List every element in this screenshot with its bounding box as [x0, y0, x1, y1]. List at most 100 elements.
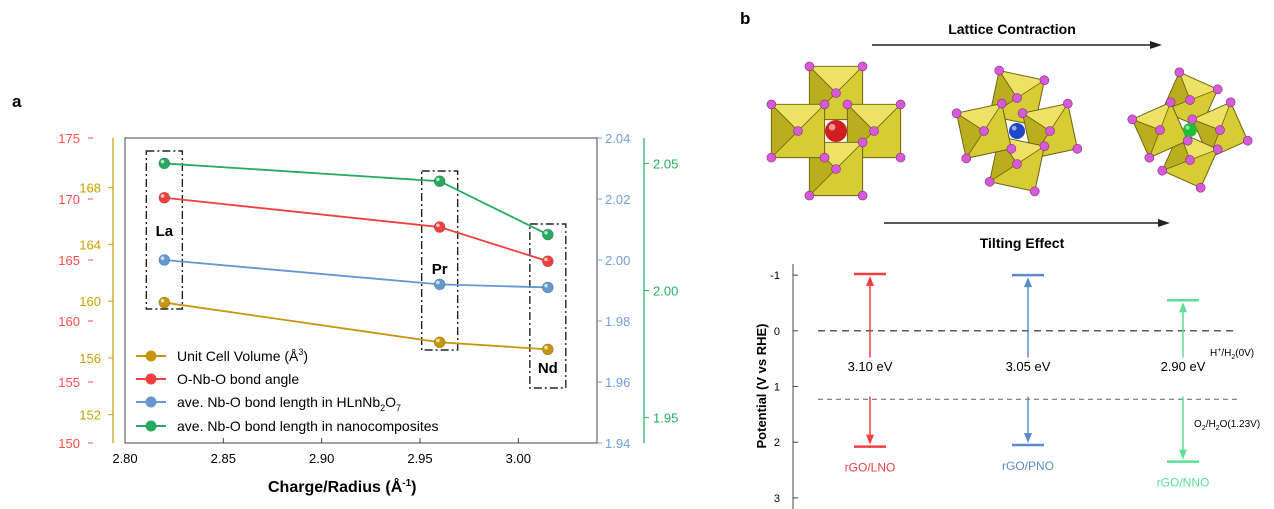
center-atom — [1183, 123, 1197, 137]
x-tick-label: 2.80 — [112, 451, 137, 466]
x-axis-label: Charge/Radius (Å-1) — [268, 477, 416, 496]
series-point-2 — [433, 278, 446, 291]
lattice-contraction-label: Lattice Contraction — [948, 21, 1076, 37]
legend-marker-angle — [145, 373, 157, 385]
x-tick-label: 3.00 — [506, 451, 531, 466]
oxygen-atom — [1212, 144, 1223, 155]
oxygen-atom — [951, 108, 962, 119]
legend-marker-bond-nano — [145, 420, 157, 432]
oxygen-atom — [1225, 97, 1236, 108]
panel-a-label: a — [12, 92, 22, 111]
x-tick-label: 2.85 — [211, 451, 236, 466]
gap-arrow-head — [1024, 277, 1032, 288]
oxygen-atom — [869, 126, 879, 136]
yellow-y-tick-label: 164 — [79, 237, 101, 252]
oxygen-atom — [1012, 159, 1022, 169]
blue-y-tick-label: 1.94 — [605, 436, 630, 451]
red-y-tick-label: 150 — [58, 436, 80, 451]
ref-label-hydrogen: H+/H2(0V) — [1210, 347, 1254, 361]
oxygen-atom — [1072, 143, 1083, 154]
red-y-tick-label: 165 — [58, 253, 80, 268]
oxygen-atom — [961, 153, 972, 164]
point-label: Pr — [432, 261, 448, 278]
series-point-3 — [542, 228, 554, 241]
octahedra-cluster — [1127, 67, 1253, 193]
highlight-box — [420, 170, 459, 351]
center-atom — [1009, 123, 1025, 139]
yellow-y-tick-label: 156 — [79, 351, 101, 366]
oxygen-atom — [1155, 125, 1165, 135]
legend-entry-angle: O-Nb-O bond angle — [177, 371, 299, 387]
series-point-1 — [158, 191, 171, 204]
point-label: Nd — [538, 360, 558, 377]
oxygen-atom — [1215, 125, 1225, 135]
oxygen-atom — [766, 99, 777, 110]
legend-marker-volume — [145, 350, 157, 362]
yellow-y-tick-label: 168 — [79, 181, 101, 196]
blue-y-tick-label: 1.98 — [605, 314, 630, 329]
band-diagram: -1 0 1 2 3 3.10 eV rGO/LNO 3.05 eV rGO/PNO 2.90 e… — [770, 270, 1238, 505]
oxygen-atom — [819, 99, 830, 110]
oxygen-atom — [1127, 114, 1138, 125]
oxygen-atom — [1174, 67, 1185, 78]
oxygen-atom — [1212, 84, 1223, 95]
octahedron-facet — [771, 103, 799, 159]
point-highlight — [544, 283, 548, 288]
series-point-2 — [158, 254, 171, 266]
oxygen-atom — [1045, 126, 1055, 136]
oxygen-atom — [842, 99, 853, 110]
band-gap-label: 3.05 eV — [1006, 359, 1051, 374]
potential-tick-label: 3 — [774, 493, 780, 505]
red-y-tick-label: 160 — [58, 314, 80, 329]
oxygen-atom — [1062, 98, 1073, 109]
series-line-2 — [164, 259, 548, 289]
x-tick-label: 2.90 — [309, 451, 334, 466]
point-highlight — [544, 230, 548, 235]
oxygen-atom — [1012, 93, 1022, 103]
category-label: rGO/NNO — [1157, 476, 1210, 490]
category-label: rGO/LNO — [845, 461, 896, 475]
point-highlight — [436, 177, 440, 182]
legend-entry-volume: Unit Cell Volume (Å3) — [177, 347, 308, 364]
x-tick-label: 2.95 — [407, 451, 432, 466]
oxygen-atom — [1187, 114, 1198, 125]
point-highlight — [436, 280, 440, 285]
gap-arrow-head — [1179, 449, 1187, 460]
potential-axis-label: Potential (V vs RHE) — [754, 324, 769, 449]
blue-y-tick-label: 2.00 — [605, 253, 630, 268]
blue-y-tick-label: 1.96 — [605, 375, 630, 390]
band-gap-label: 2.90 eV — [1161, 359, 1206, 374]
oxygen-atom — [1006, 143, 1017, 154]
green-y-tick-label: 2.05 — [653, 156, 678, 171]
ref-label-oxygen: O2/H2O(1.23V) — [1194, 419, 1260, 432]
series-point-0 — [542, 343, 554, 356]
green-y-tick-label: 1.95 — [653, 411, 678, 426]
blue-y-tick-label: 2.04 — [605, 131, 630, 146]
oxygen-atom — [1185, 95, 1195, 105]
gap-arrow-head — [866, 276, 874, 287]
oxygen-atom — [1157, 165, 1168, 176]
point-highlight — [544, 345, 548, 350]
octahedron — [951, 98, 1017, 164]
potential-tick-label: -1 — [770, 270, 780, 282]
point-highlight — [160, 298, 165, 303]
series-point-3 — [433, 175, 446, 188]
series-point-2 — [542, 281, 554, 294]
panel-b-label: b — [740, 9, 750, 28]
chart-a: 2.80 2.85 2.90 2.95 3.00 150 155 160 165 170 175 15… — [58, 131, 678, 466]
red-y-tick-label: 155 — [58, 375, 80, 390]
oxygen-atom — [804, 61, 815, 72]
blue-y-tick-label: 2.02 — [605, 192, 630, 207]
octahedron-facet — [956, 112, 985, 160]
series-line-0 — [164, 301, 548, 351]
band-gap-label: 3.10 eV — [848, 359, 893, 374]
potential-tick-label: 1 — [774, 382, 780, 394]
point-highlight — [160, 159, 165, 164]
legend-entry-bond-hlnnb: ave. Nb-O bond length in HLnNb2O7 — [177, 394, 401, 413]
series-point-0 — [433, 336, 446, 349]
octahedron-facet — [1131, 118, 1161, 159]
oxygen-atom — [1185, 155, 1195, 165]
oxygen-atom — [1029, 186, 1040, 197]
highlight-box — [145, 150, 184, 310]
